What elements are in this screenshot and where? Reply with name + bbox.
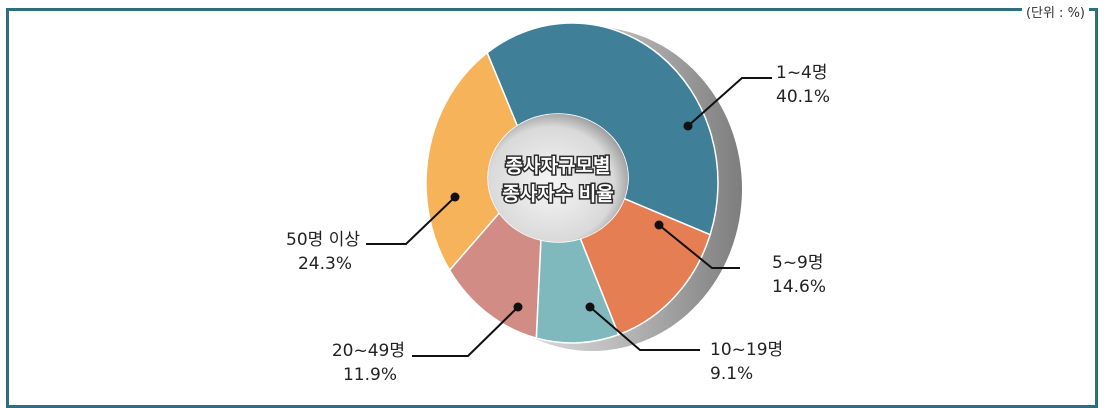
leader-line-2 [658,224,740,269]
leader-line-5 [366,196,456,245]
category-label-5: 50명 이상 [286,230,360,250]
center-title-line-2: 종사자수 비율 [502,183,614,205]
leader-dot-1 [683,121,693,131]
donut-hole [488,114,628,242]
value-label-2: 14.6% [772,277,826,297]
leader-dot-4 [513,302,523,312]
leader-line-3 [589,306,700,351]
category-label-1: 1~4명 [776,63,828,83]
leader-dot-5 [450,192,460,202]
value-label-4: 11.9% [343,365,397,385]
value-label-5: 24.3% [298,254,352,274]
leader-line-1 [687,77,772,127]
leader-line-4 [412,306,519,357]
category-label-3: 10~19명 [710,340,783,360]
category-label-2: 5~9명 [772,253,824,273]
donut-chart: 1~4명 40.1% 5~9명 14.6% 10~19명 9.1% 20~49명 11.9% 5… [286,22,830,385]
value-label-3: 9.1% [710,364,753,384]
unit-note: (단위 : %) [1021,2,1089,21]
category-label-4: 20~49명 [332,341,405,361]
value-label-1: 40.1% [776,87,830,107]
center-title-line-1: 종사자규모별 [506,155,611,177]
leader-dot-2 [654,220,664,230]
leader-dot-3 [585,302,595,312]
